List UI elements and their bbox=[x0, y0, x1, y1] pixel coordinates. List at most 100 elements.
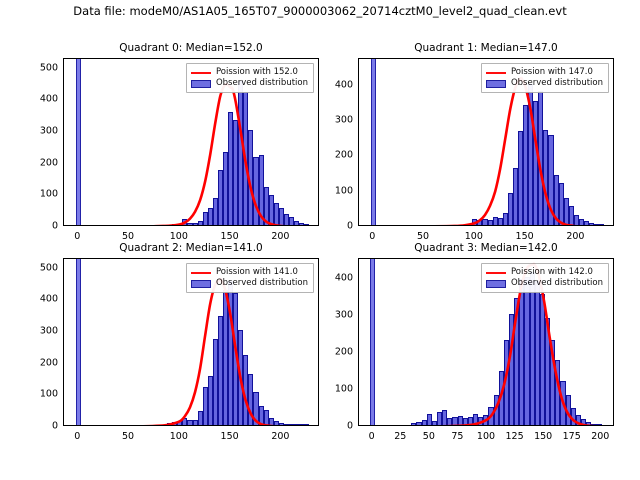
plot-area bbox=[359, 259, 613, 425]
histogram-bar bbox=[253, 391, 259, 425]
x-tick bbox=[373, 425, 374, 426]
histogram-bar bbox=[517, 131, 524, 225]
histogram-bar bbox=[197, 410, 203, 425]
histogram-bar bbox=[431, 420, 437, 425]
y-tick bbox=[63, 164, 64, 165]
x-tick bbox=[78, 425, 79, 426]
legend-label-observed: Observed distribution bbox=[215, 278, 308, 289]
histogram-bar bbox=[514, 297, 520, 425]
y-tick bbox=[63, 269, 64, 270]
legend[interactable]: Poission with 147.0 Observed distribution bbox=[480, 63, 609, 93]
x-tick bbox=[424, 225, 425, 226]
y-tick-label: 300 bbox=[334, 114, 353, 126]
y-tick bbox=[358, 121, 359, 122]
histogram-bar bbox=[299, 424, 305, 425]
legend[interactable]: Poission with 152.0 Observed distribution bbox=[185, 63, 314, 93]
x-tick-label: 150 bbox=[220, 431, 239, 442]
y-tick bbox=[63, 395, 64, 396]
y-tick bbox=[358, 279, 359, 280]
y-tick bbox=[63, 195, 64, 196]
y-tick-label: 500 bbox=[39, 62, 58, 73]
x-tick bbox=[78, 225, 79, 226]
histogram-bar bbox=[304, 224, 310, 225]
legend-item-poisson: Poission with 147.0 bbox=[485, 67, 603, 78]
histogram-bar bbox=[253, 156, 259, 225]
figure-suptitle: Data file: modeM0/AS1A05_165T07_90000030… bbox=[73, 4, 567, 18]
legend-patch-icon bbox=[485, 79, 506, 88]
histogram-bar bbox=[548, 134, 554, 225]
y-tick bbox=[358, 192, 359, 193]
histogram-bar bbox=[447, 417, 453, 425]
legend-line-icon bbox=[485, 271, 506, 274]
histogram-bar bbox=[553, 175, 559, 225]
x-tick bbox=[458, 425, 459, 426]
x-tick bbox=[180, 425, 181, 426]
x-tick-label: 0 bbox=[368, 431, 375, 442]
y-tick-label: 400 bbox=[334, 79, 353, 91]
x-tick-label: 50 bbox=[121, 231, 135, 242]
legend-item-observed: Observed distribution bbox=[485, 278, 603, 289]
histogram-bar bbox=[258, 405, 264, 425]
y-tick bbox=[358, 316, 359, 317]
y-tick bbox=[358, 156, 359, 157]
histogram-bar bbox=[482, 219, 488, 225]
x-tick-label: 75 bbox=[451, 431, 464, 442]
histogram-bar bbox=[507, 193, 513, 225]
subplot-quadrant-2: Quadrant 2: Median=141.0 Poission with 14… bbox=[40, 242, 319, 442]
histogram-bar bbox=[304, 424, 310, 425]
histogram-bar bbox=[228, 112, 234, 225]
histogram-bar bbox=[584, 221, 590, 225]
histogram-bar bbox=[568, 205, 574, 225]
histogram-bar bbox=[268, 418, 274, 425]
histogram-bar bbox=[187, 223, 193, 225]
histogram-bar bbox=[473, 413, 479, 425]
histogram-bar bbox=[289, 217, 295, 225]
legend-patch-icon bbox=[485, 279, 506, 288]
histogram-bar bbox=[452, 416, 458, 425]
y-tick bbox=[358, 86, 359, 87]
x-tick-label: 175 bbox=[562, 431, 581, 442]
x-tick bbox=[430, 425, 431, 426]
y-tick bbox=[63, 300, 64, 301]
x-tick-label: 200 bbox=[566, 231, 585, 242]
legend-item-observed: Observed distribution bbox=[190, 278, 308, 289]
histogram-bar bbox=[283, 213, 289, 225]
subplot-quadrant-1: Quadrant 1: Median=147.0 Poission with 14… bbox=[335, 42, 614, 242]
histogram-bar bbox=[497, 217, 503, 225]
legend-item-poisson: Poission with 152.0 bbox=[190, 67, 308, 78]
histogram-bar bbox=[457, 415, 463, 425]
histogram-bar bbox=[217, 169, 223, 225]
x-tick bbox=[373, 225, 374, 226]
y-tick-label: 0 bbox=[346, 420, 353, 432]
histogram-bar bbox=[581, 419, 587, 425]
histogram-bar bbox=[573, 215, 579, 225]
y-tick-label: 200 bbox=[334, 149, 353, 161]
histogram-bar bbox=[278, 423, 284, 425]
histogram-bar bbox=[487, 219, 493, 225]
histogram-bar bbox=[248, 374, 254, 425]
x-tick-label: 0 bbox=[74, 431, 81, 442]
histogram-bar bbox=[289, 424, 295, 425]
legend[interactable]: Poission with 141.0 Observed distribution bbox=[185, 263, 314, 293]
legend[interactable]: Poission with 142.0 Observed distribution bbox=[480, 263, 609, 293]
histogram-bar bbox=[523, 104, 529, 225]
x-tick bbox=[487, 425, 488, 426]
y-tick bbox=[63, 364, 64, 365]
histogram-bar bbox=[212, 339, 218, 425]
histogram-bar bbox=[294, 220, 300, 225]
y-tick-label: 0 bbox=[51, 220, 58, 232]
y-tick-label: 0 bbox=[346, 220, 353, 232]
legend-line-icon bbox=[190, 271, 211, 274]
histogram-bar bbox=[192, 420, 198, 425]
y-tick-label: 200 bbox=[334, 346, 353, 358]
x-tick-label: 200 bbox=[271, 231, 290, 242]
x-tick bbox=[129, 425, 130, 426]
subplot-quadrant-3: Quadrant 3: Median=142.0 Poission with 14… bbox=[335, 242, 614, 442]
legend-label-observed: Observed distribution bbox=[215, 78, 308, 89]
histogram-bar bbox=[563, 198, 569, 225]
x-tick-label: 25 bbox=[394, 431, 407, 442]
subplot-title: Quadrant 0: Median=152.0 bbox=[119, 42, 263, 54]
y-tick-label: 300 bbox=[39, 325, 58, 337]
histogram-bar bbox=[492, 217, 498, 225]
y-tick-label: 200 bbox=[39, 157, 58, 169]
